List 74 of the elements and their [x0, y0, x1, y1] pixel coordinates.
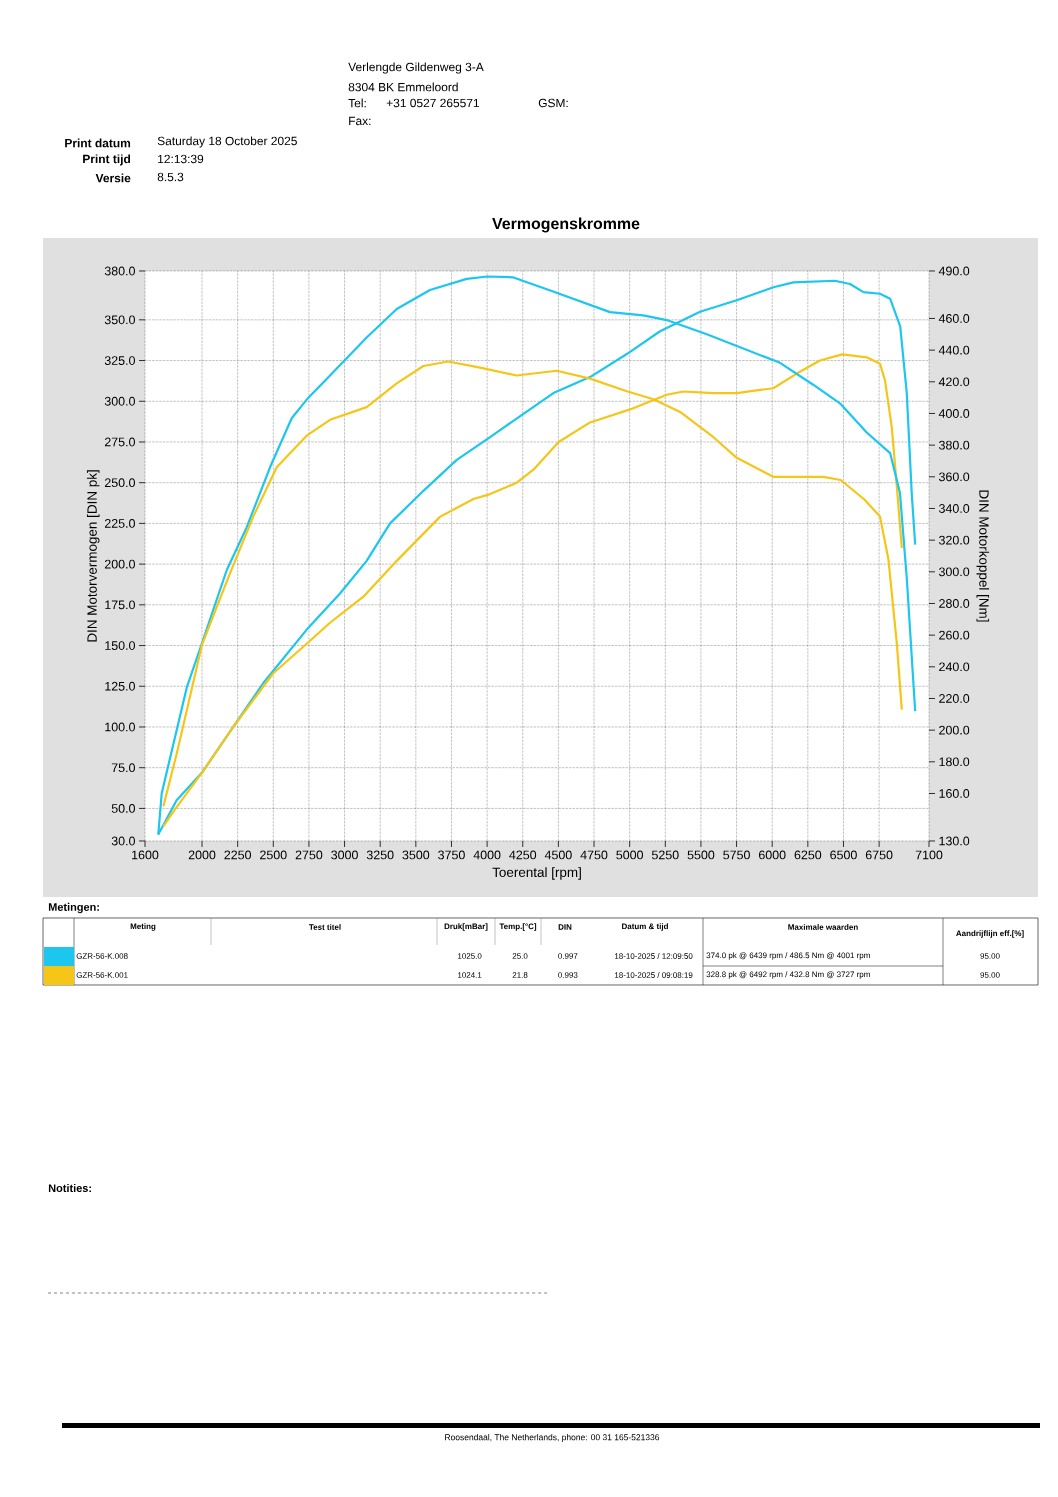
- y-tick-label: 250.0: [104, 478, 135, 488]
- x-tick-label: 6750: [865, 850, 893, 860]
- y-tick-label: 125.0: [105, 681, 135, 691]
- y-tick-label: 175.0: [105, 600, 135, 610]
- text: Metingen:: [48, 902, 99, 914]
- x-tick-label: 5250: [651, 850, 679, 860]
- y2-tick-label: 440.0: [938, 345, 970, 355]
- text: Verlengde Gildenweg 3-A: [348, 62, 484, 74]
- x-tick-label: 4750: [580, 850, 608, 860]
- y2-tick-label: 490.0: [938, 266, 970, 276]
- text: 8304 BK Emmeloord: [348, 82, 458, 92]
- y2-tick-label: 340.0: [939, 504, 970, 513]
- x-tick-label: 7100: [915, 850, 943, 860]
- y2-tick-label: 260.0: [939, 630, 970, 640]
- y2-tick-label: 460.0: [938, 314, 970, 323]
- text: Print datum: [65, 138, 131, 148]
- y2-tick-label: 300.0: [939, 567, 970, 577]
- y-tick-label: 50.0: [111, 804, 135, 813]
- y-tick-label: 275.0: [104, 437, 135, 447]
- x-tick-label: 1600: [132, 850, 159, 860]
- text: Print tijd: [83, 154, 131, 166]
- chart-title: Vermogenskromme: [492, 217, 640, 233]
- x-tick-label: 5750: [723, 850, 750, 860]
- x-tick-label: 6500: [830, 850, 857, 860]
- y2-tick-label: 180.0: [939, 757, 970, 767]
- y-tick-label: 380.0: [104, 266, 135, 276]
- x-tick-label: 2500: [260, 850, 287, 860]
- y2-tick-label: 320.0: [939, 535, 970, 545]
- y-axis-title: DIN Motorvermogen [DIN pk]: [86, 470, 100, 642]
- x-tick-label: 2000: [188, 850, 216, 860]
- text: Tel:: [348, 98, 366, 108]
- y-tick-label: 30.0: [111, 836, 135, 846]
- x-tick-label: 3500: [402, 850, 430, 860]
- y2-tick-label: 380.0: [939, 440, 970, 450]
- y2-tick-label: 130.0: [939, 836, 970, 846]
- text: Notities:: [48, 1183, 91, 1193]
- y-tick-label: 300.0: [104, 396, 135, 406]
- text: 12:13:39: [158, 154, 204, 164]
- x-tick-label: 4250: [509, 850, 537, 860]
- text: GSM:: [538, 98, 568, 108]
- x-tick-label: 3750: [438, 850, 465, 860]
- y2-axis-title: DIN Motorkoppel [Nm]: [976, 490, 990, 622]
- text: Roosendaal, The Netherlands, phone: 00 31 165-521336: [445, 1434, 660, 1442]
- x-tick-label: 3250: [366, 850, 394, 860]
- text: Fax:: [349, 116, 371, 126]
- text: Saturday 18 October 2025: [157, 136, 297, 148]
- y-tick-label: 75.0: [111, 763, 135, 773]
- y2-tick-label: 420.0: [938, 377, 970, 387]
- y-tick-label: 350.0: [104, 315, 135, 325]
- y2-tick-label: 400.0: [938, 409, 970, 418]
- y2-tick-label: 240.0: [939, 662, 970, 672]
- y2-tick-label: 280.0: [939, 599, 970, 608]
- x-tick-label: 4500: [544, 850, 572, 860]
- x-tick-label: 5000: [616, 850, 644, 860]
- text: 8.5.3: [157, 172, 184, 182]
- text: Versie: [95, 173, 131, 183]
- x-tick-label: 2250: [224, 850, 252, 860]
- y-tick-label: 325.0: [104, 356, 135, 365]
- y-tick-label: 225.0: [104, 519, 135, 528]
- x-tick-label: 2750: [295, 850, 323, 860]
- x-tick-label: 6250: [794, 850, 822, 860]
- x-axis-title: Toerental [rpm]: [492, 867, 581, 880]
- y2-tick-label: 220.0: [939, 694, 970, 703]
- y2-tick-label: 360.0: [939, 472, 970, 482]
- y-tick-label: 200.0: [104, 559, 135, 569]
- x-tick-label: 6000: [758, 850, 786, 860]
- text: +31 0527 265571: [386, 98, 479, 108]
- y-tick-label: 150.0: [105, 641, 135, 650]
- y2-tick-label: 160.0: [939, 789, 970, 798]
- x-tick-label: 5500: [687, 850, 715, 860]
- x-tick-label: 4000: [473, 850, 501, 860]
- y2-tick-label: 200.0: [939, 725, 970, 735]
- x-tick-label: 3000: [331, 850, 358, 860]
- y-tick-label: 100.0: [105, 722, 135, 732]
